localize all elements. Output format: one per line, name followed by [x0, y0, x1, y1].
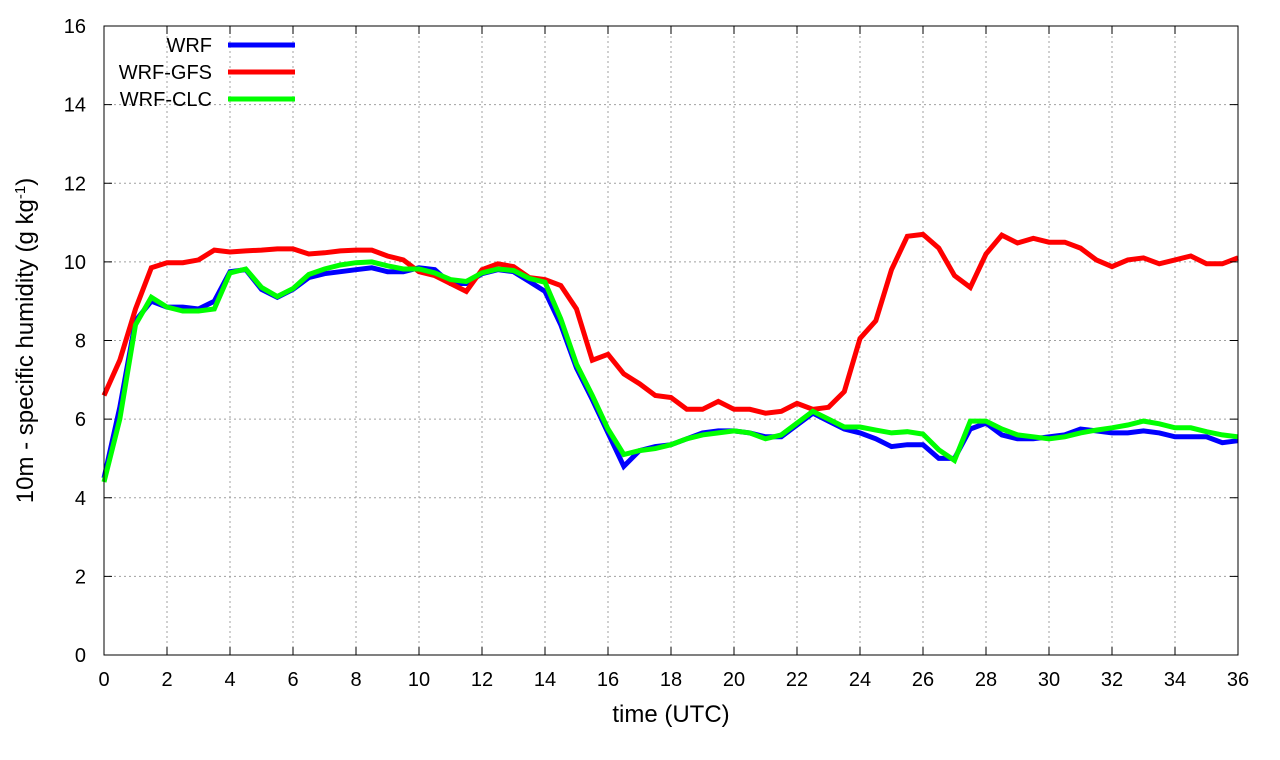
grid — [104, 26, 1238, 655]
x-tick-label: 18 — [660, 669, 682, 691]
y-tick-label: 2 — [75, 566, 86, 588]
x-tick-label: 32 — [1101, 669, 1123, 691]
x-axis-title: time (UTC) — [612, 701, 729, 728]
y-tick-label: 0 — [75, 645, 86, 667]
y-tick-label: 4 — [75, 488, 86, 510]
y-tick-label: 8 — [75, 331, 86, 353]
legend-label-wrf-gfs: WRF-GFS — [119, 62, 212, 84]
series-line-wrf-clc — [101, 259, 1239, 483]
x-tick-label: 14 — [534, 669, 556, 691]
series-lines — [101, 231, 1239, 483]
x-tick-label: 6 — [287, 669, 298, 691]
x-tick-label: 36 — [1227, 669, 1249, 691]
y-tick-label: 14 — [64, 95, 86, 117]
y-axis-title: 10m - specific humidity (g kg-1) — [12, 178, 40, 503]
legend-label-wrf-clc: WRF-CLC — [120, 89, 212, 111]
x-tick-label: 28 — [975, 669, 997, 691]
x-tick-label: 12 — [471, 669, 493, 691]
x-tick-label: 22 — [786, 669, 808, 691]
y-axis-title-close: ) — [12, 178, 39, 186]
y-tick-label: 16 — [64, 16, 86, 38]
y-tick-label: 10 — [64, 252, 86, 274]
y-axis-title-exponent: -1 — [12, 186, 29, 199]
x-tick-label: 26 — [912, 669, 934, 691]
x-tick-label: 20 — [723, 669, 745, 691]
y-tick-label: 6 — [75, 409, 86, 431]
legend-label-wrf: WRF — [166, 35, 212, 57]
y-axis-title-main: 10m - specific humidity (g kg — [12, 199, 39, 503]
x-tick-label: 8 — [350, 669, 361, 691]
legend: WRF WRF-GFS WRF-CLC — [119, 35, 295, 111]
series-line-wrf-gfs — [101, 231, 1239, 416]
axis-ticks: 0 2 4 6 8 10 12 14 16 18 20 22 24 26 28 30 32 34 360246810… — [64, 16, 1249, 691]
x-tick-label: 34 — [1164, 669, 1186, 691]
x-tick-label: 16 — [597, 669, 619, 691]
y-tick-label: 12 — [64, 173, 86, 195]
x-tick-label: 0 — [98, 669, 109, 691]
x-tick-label: 4 — [224, 669, 235, 691]
x-tick-label: 10 — [408, 669, 430, 691]
x-tick-label: 30 — [1038, 669, 1060, 691]
x-tick-label: 2 — [161, 669, 172, 691]
x-tick-label: 24 — [849, 669, 871, 691]
